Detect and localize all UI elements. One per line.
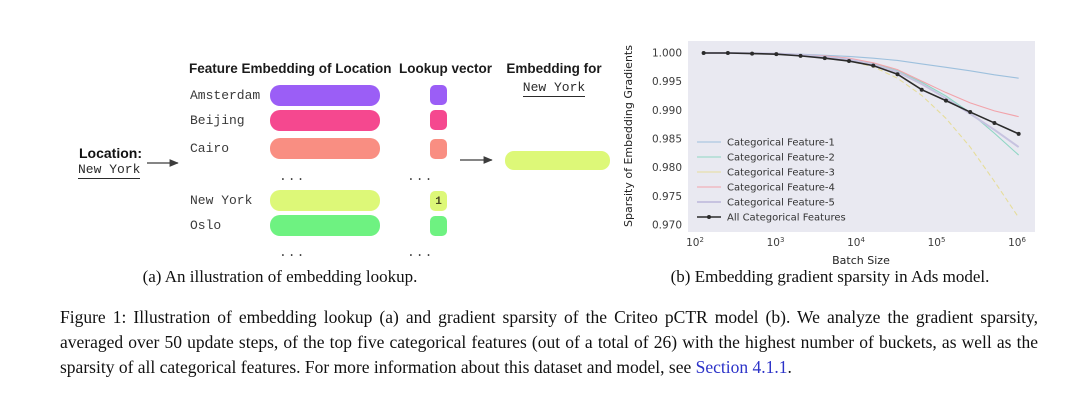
subcaption-b: (b) Embedding gradient sparsity in Ads m… (670, 267, 990, 286)
row-label-amsterdam: Amsterdam (190, 88, 261, 103)
embedding-bar (270, 190, 380, 211)
y-tick-label: 0.980 (652, 162, 682, 174)
lookup-cell (430, 216, 447, 236)
legend-label: Categorical Feature-4 (727, 183, 835, 194)
series-marker (725, 51, 730, 55)
lookup-cell (430, 110, 447, 130)
lookup-cell (430, 85, 447, 105)
table-ellipsis: ... (279, 169, 306, 184)
location-value: New York (78, 162, 141, 179)
row-label-oslo: Oslo (190, 218, 222, 233)
plot-area (688, 41, 1035, 232)
panel-a-arrows (147, 156, 493, 167)
x-tick-label: 105 (928, 236, 946, 249)
embedding-bar (270, 110, 380, 131)
sparsity-chart: 1.000 0.995 0.990 0.985 0.980 0.975 0.970 102 10… (622, 41, 1035, 267)
caption-text: Figure 1: Illustration of embedding look… (60, 307, 1038, 377)
caption-period: . (787, 357, 792, 377)
x-tick-label: 104 (847, 236, 865, 249)
series-marker (750, 51, 755, 56)
row-label-beijing: Beijing (190, 113, 245, 128)
row-label-new-york: New York (190, 193, 253, 208)
figure-caption: Figure 1: Illustration of embedding look… (60, 305, 1038, 380)
lookup-ellipsis: ... (407, 169, 434, 184)
lookup-ellipsis: ... (407, 245, 434, 260)
series-marker (919, 87, 924, 92)
y-tick-label: 0.995 (652, 76, 682, 88)
legend-label: Categorical Feature-5 (727, 198, 835, 209)
column-header-embedding-table: Feature Embedding of Location (189, 61, 392, 76)
series-marker (798, 53, 803, 58)
location-label: Location: (79, 145, 142, 161)
legend-marker (707, 215, 711, 219)
series-marker (992, 120, 997, 125)
series-marker (822, 56, 827, 61)
series-marker (895, 72, 900, 77)
result-embedding-bar (505, 151, 610, 170)
series-marker (968, 110, 973, 115)
row-label-cairo: Cairo (190, 141, 230, 156)
series-marker (943, 98, 948, 103)
section-link[interactable]: Section 4.1.1 (695, 357, 788, 377)
series-marker (847, 59, 852, 64)
x-axis-label: Batch Size (832, 254, 890, 267)
series-group (701, 51, 1021, 218)
embedding-bar (270, 138, 380, 159)
legend-label: Categorical Feature-2 (727, 153, 835, 164)
y-tick-label: 0.970 (652, 220, 682, 232)
result-header-line1: Embedding for (506, 61, 602, 76)
table-ellipsis: ... (279, 245, 306, 260)
column-header-result: Embedding for New York (495, 60, 613, 97)
x-tick-label: 106 (1008, 236, 1026, 249)
series-line (703, 52, 1019, 135)
y-tick-label: 0.975 (652, 191, 682, 203)
lookup-cell (430, 139, 447, 159)
y-tick-label: 1.000 (652, 48, 682, 60)
series-marker (701, 51, 706, 55)
y-tick-label: 0.985 (652, 134, 682, 146)
series-marker (1016, 131, 1021, 136)
lookup-cell-one-hot: 1 (430, 191, 447, 211)
legend-label: Categorical Feature-3 (727, 168, 835, 179)
series-marker (871, 63, 876, 68)
y-axis-label: Sparsity of Embedding Gradients (622, 45, 635, 227)
x-tick-label: 103 (767, 236, 785, 249)
column-header-lookup-vector: Lookup vector (399, 61, 493, 76)
embedding-bar (270, 215, 380, 236)
x-tick-label: 102 (686, 236, 704, 249)
result-header-line2: New York (522, 80, 586, 97)
embedding-bar (270, 85, 380, 106)
subcaption-a: (a) An illustration of embedding lookup. (142, 267, 418, 286)
series-marker (774, 52, 779, 57)
legend-label: Categorical Feature-1 (727, 138, 835, 149)
legend-label: All Categorical Features (727, 213, 846, 224)
y-tick-label: 0.990 (652, 105, 682, 117)
